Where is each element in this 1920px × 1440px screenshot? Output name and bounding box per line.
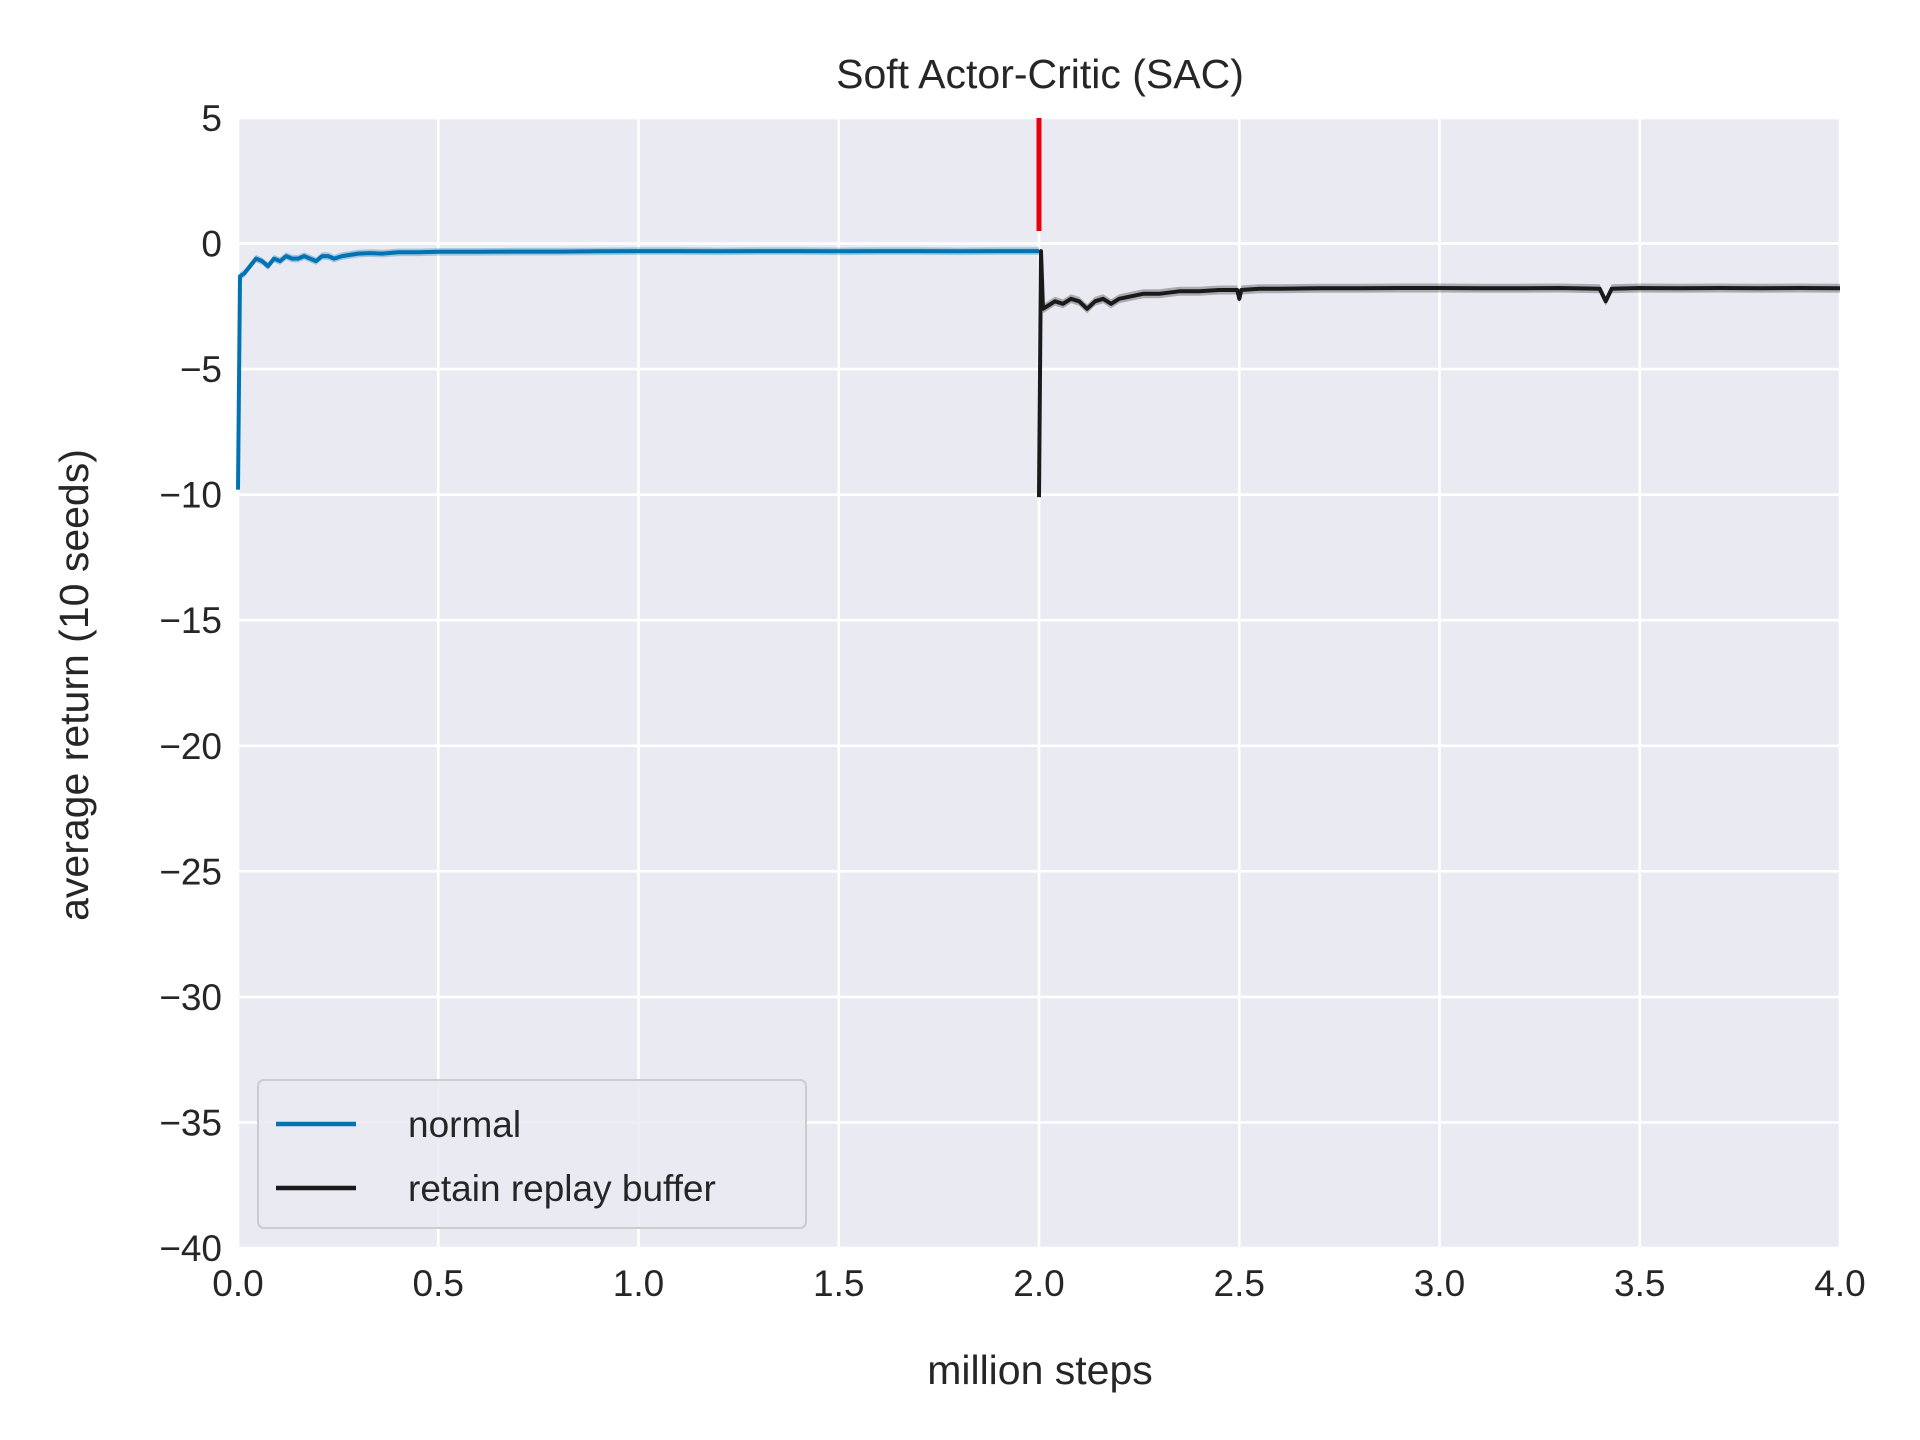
legend-label-0: normal bbox=[408, 1104, 521, 1145]
y-tick-label: −25 bbox=[159, 851, 222, 892]
x-tick-label: 0.0 bbox=[212, 1263, 263, 1304]
y-tick-label: −40 bbox=[159, 1228, 222, 1269]
chart-title: Soft Actor-Critic (SAC) bbox=[836, 51, 1244, 97]
x-tick-label: 2.0 bbox=[1013, 1263, 1064, 1304]
y-axis-label: average return (10 seeds) bbox=[51, 449, 97, 921]
line-series-1 bbox=[1037, 249, 1841, 498]
y-tick-label: −20 bbox=[159, 726, 222, 767]
y-tick-label: 0 bbox=[201, 224, 222, 265]
x-tick-label: 1.0 bbox=[613, 1263, 664, 1304]
legend-label-1: retain replay buffer bbox=[408, 1168, 716, 1209]
y-tick-label: −30 bbox=[159, 977, 222, 1018]
y-tick-label: −5 bbox=[180, 349, 222, 390]
x-tick-label: 1.5 bbox=[813, 1263, 864, 1304]
legend: normal retain replay buffer bbox=[257, 1079, 807, 1229]
line-series-0 bbox=[236, 249, 1039, 490]
y-tick-labels: 5 0 −5 −10 −15 −20 −25 −30 −35 −40 bbox=[159, 98, 222, 1269]
x-axis-label: million steps bbox=[927, 1347, 1153, 1393]
x-tick-label: 2.5 bbox=[1214, 1263, 1265, 1304]
y-tick-label: 5 bbox=[201, 98, 222, 139]
legend-box bbox=[257, 1079, 807, 1229]
x-tick-label: 3.0 bbox=[1414, 1263, 1465, 1304]
y-tick-label: −15 bbox=[159, 600, 222, 641]
y-tick-label: −35 bbox=[159, 1102, 222, 1143]
x-tick-label: 4.0 bbox=[1814, 1263, 1865, 1304]
series-lines bbox=[236, 249, 1841, 498]
x-tick-label: 3.5 bbox=[1614, 1263, 1665, 1304]
x-tick-label: 0.5 bbox=[413, 1263, 464, 1304]
y-tick-label: −10 bbox=[159, 475, 222, 516]
x-tick-labels: 0.0 0.5 1.0 1.5 2.0 2.5 3.0 3.5 4.0 bbox=[212, 1263, 1865, 1304]
